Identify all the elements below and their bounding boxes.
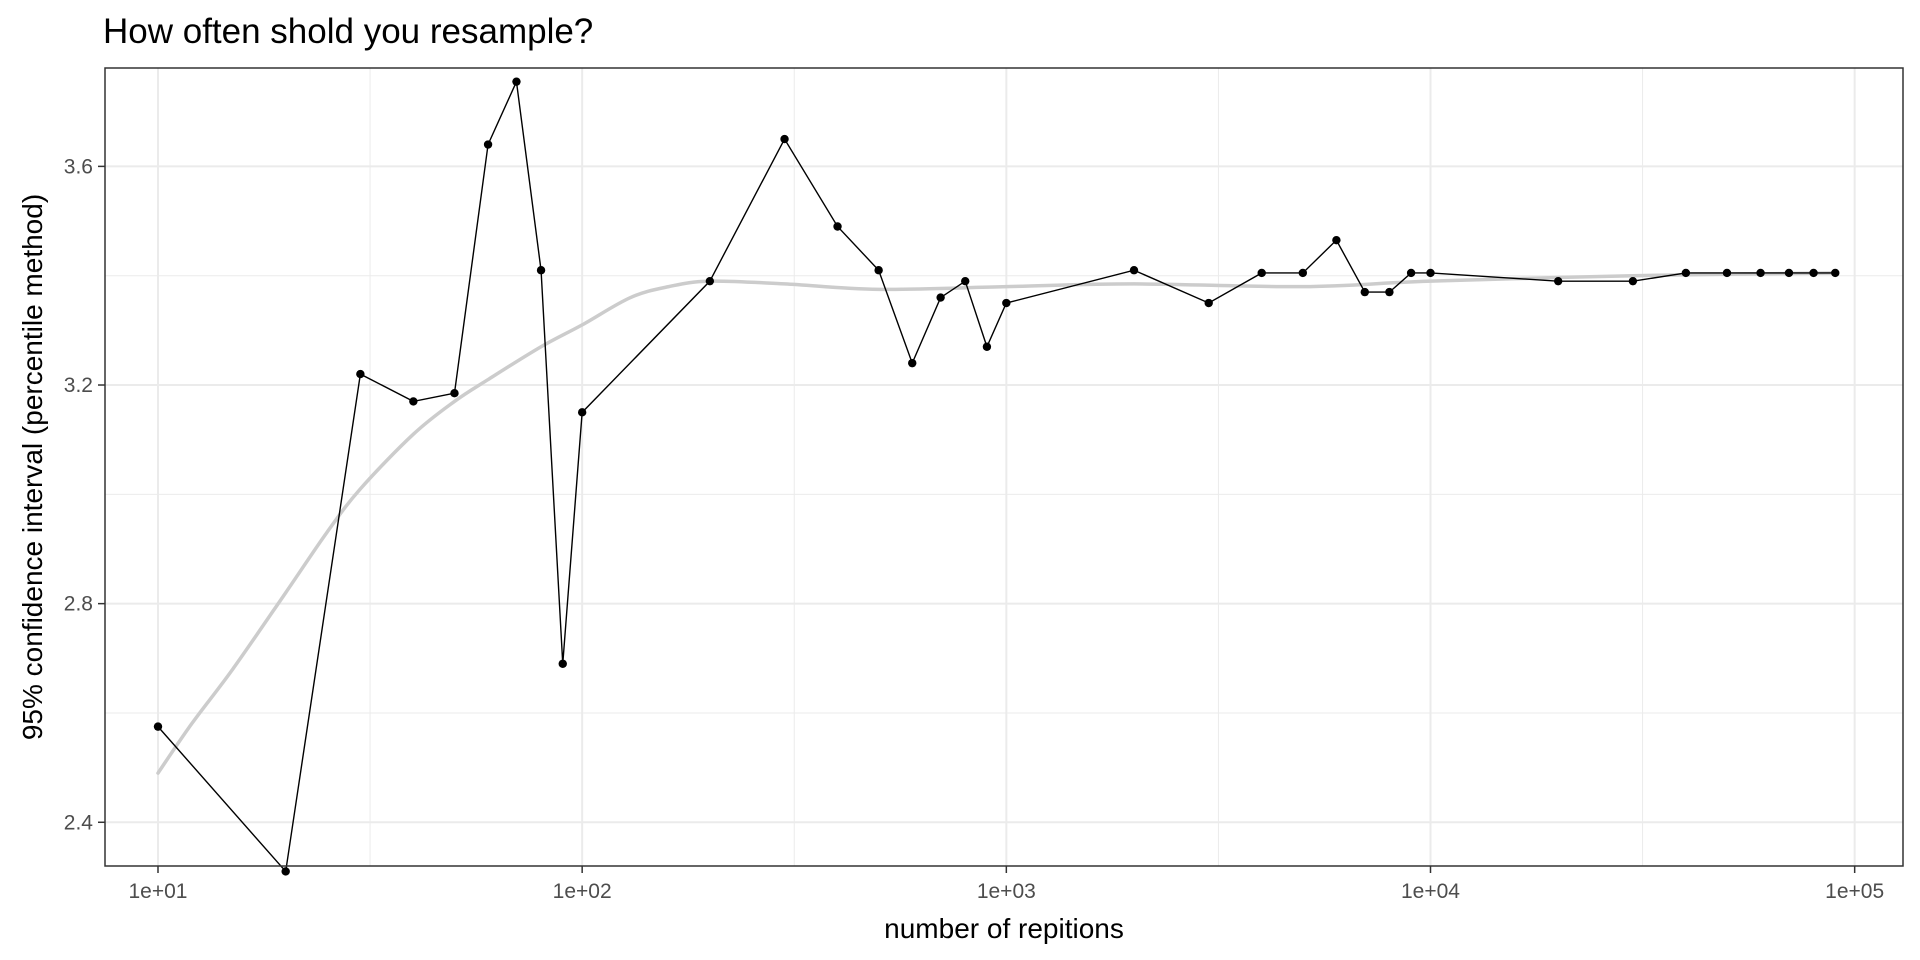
x-axis-title: number of repitions [884, 913, 1124, 944]
data-point [1784, 268, 1794, 278]
data-point [936, 293, 945, 302]
data-point [1360, 287, 1369, 297]
point-layer [153, 77, 1840, 876]
data-point [356, 369, 365, 379]
data-point [558, 659, 567, 668]
y-tick-label: 3.2 [64, 374, 93, 397]
x-axis: 1e+01 1e+02 1e+03 1e+04 1e+05 [129, 866, 1884, 903]
data-point [1722, 268, 1732, 278]
x-tick-label: 1e+02 [553, 880, 612, 903]
smooth-line [156, 271, 1838, 775]
data-point [536, 266, 546, 275]
data-point [874, 266, 883, 275]
plot-panel [105, 68, 1903, 866]
x-tick-label: 1e+05 [1825, 880, 1884, 903]
data-point [512, 77, 521, 86]
data-point [1681, 268, 1691, 278]
y-axis: 2.4 2.8 3.2 3.6 [64, 155, 105, 834]
data-point [1831, 268, 1840, 278]
data-point [1385, 287, 1394, 297]
data-point [483, 140, 493, 149]
data-point [1553, 276, 1563, 286]
data-point [961, 276, 970, 286]
smooth-layer [156, 271, 1838, 775]
x-tick-label: 1e+04 [1401, 880, 1460, 903]
chart-title: How often shold you resample? [103, 12, 593, 51]
data-point [450, 389, 459, 398]
data-point [1298, 268, 1308, 278]
data-point [982, 342, 992, 351]
data-point [780, 134, 789, 144]
y-tick-label: 2.8 [64, 593, 93, 616]
plot-border [104, 67, 1904, 867]
y-tick-label: 3.6 [64, 155, 93, 178]
data-point [577, 408, 587, 417]
data-point [1809, 268, 1818, 278]
series-line [157, 79, 1836, 874]
data-point [281, 867, 290, 876]
data-point [1129, 266, 1139, 275]
data-point [1628, 276, 1638, 286]
data-point [409, 397, 418, 406]
data-point [908, 358, 917, 368]
data-point [833, 222, 842, 231]
data-point [1002, 298, 1011, 308]
data-point [1332, 235, 1341, 245]
x-tick-label: 1e+01 [129, 880, 188, 903]
grid-major [105, 68, 1903, 866]
data-point [153, 722, 163, 731]
y-tick-label: 2.4 [64, 811, 94, 834]
data-point [1426, 268, 1435, 278]
data-point [1204, 298, 1213, 308]
data-point [1756, 268, 1765, 278]
data-point [705, 276, 715, 286]
data-point [1257, 268, 1266, 278]
grid-minor [105, 68, 1903, 866]
y-axis-title: 95% confidence interval (percentile meth… [17, 194, 48, 740]
data-point [1406, 268, 1416, 278]
line-layer [157, 79, 1836, 874]
x-tick-label: 1e+03 [977, 880, 1036, 903]
